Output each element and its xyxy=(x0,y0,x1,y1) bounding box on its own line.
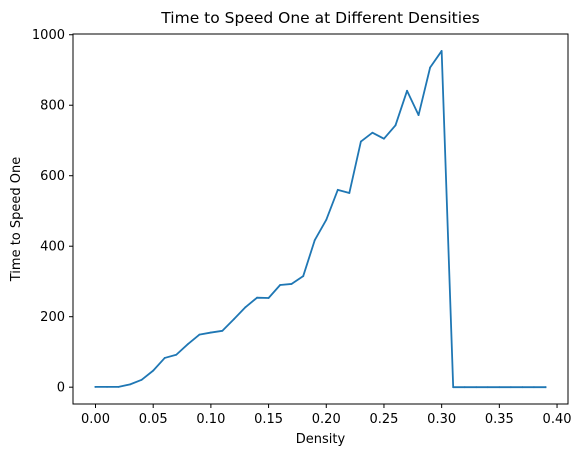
data-point xyxy=(383,137,385,140)
x-tick-label: 0.00 xyxy=(81,412,110,427)
data-point xyxy=(129,383,132,386)
data-point xyxy=(359,140,362,143)
data-point xyxy=(302,275,305,278)
x-tick-label: 0.05 xyxy=(139,412,168,427)
x-tick-label: 0.20 xyxy=(312,412,341,427)
data-point xyxy=(313,239,316,242)
y-tick-label: 0 xyxy=(57,381,65,396)
data-point xyxy=(336,188,339,191)
y-tick-label: 600 xyxy=(40,169,65,184)
data-point xyxy=(440,50,443,52)
x-tick-label: 0.15 xyxy=(254,412,283,427)
y-tick-label: 800 xyxy=(40,99,65,114)
x-tick-label: 0.10 xyxy=(196,412,225,427)
data-point xyxy=(267,297,270,299)
data-point xyxy=(233,318,235,321)
data-point xyxy=(106,385,108,388)
data-point xyxy=(152,369,155,372)
data-point xyxy=(544,386,547,389)
chart-title: Time to Speed One at Different Densities xyxy=(160,9,479,27)
data-point xyxy=(429,66,432,69)
data-point xyxy=(244,306,247,309)
data-point xyxy=(498,386,501,389)
data-point xyxy=(186,343,189,346)
x-tick-label: 0.40 xyxy=(543,412,572,427)
data-point xyxy=(533,386,535,389)
data-point xyxy=(221,329,224,332)
series-line xyxy=(94,50,547,389)
y-tick-label: 400 xyxy=(40,240,65,255)
data-point xyxy=(163,357,166,359)
data-point xyxy=(394,124,397,127)
data-point xyxy=(140,378,143,381)
data-point xyxy=(209,331,212,334)
y-axis-ticks: 0 200 400 600 800 1000 xyxy=(32,28,73,396)
x-tick-label: 0.30 xyxy=(427,412,456,427)
x-axis-ticks: 0.00 0.05 0.10 0.15 0.20 0.25 0.30 0.35 0.40 xyxy=(81,404,572,427)
plot-frame xyxy=(72,33,569,405)
data-point xyxy=(475,386,478,389)
data-point xyxy=(279,284,282,286)
data-point xyxy=(521,386,524,389)
data-point xyxy=(486,386,489,389)
data-point xyxy=(198,333,201,336)
data-point xyxy=(256,296,258,299)
series-layer xyxy=(94,50,547,389)
x-tick-label: 0.35 xyxy=(485,412,514,427)
data-point xyxy=(452,386,455,389)
data-point xyxy=(325,218,328,221)
y-tick-label: 200 xyxy=(40,310,65,325)
data-point xyxy=(417,114,420,116)
y-axis-label: Time to Speed One xyxy=(9,157,24,282)
data-point xyxy=(94,385,97,388)
data-point xyxy=(509,386,512,389)
data-point xyxy=(290,283,293,285)
x-axis-label: Density xyxy=(296,432,346,447)
y-tick-label: 1000 xyxy=(32,28,65,43)
data-point xyxy=(406,89,408,92)
data-point xyxy=(463,386,466,389)
data-point xyxy=(117,385,120,388)
data-point xyxy=(371,131,374,134)
data-point xyxy=(175,353,178,356)
data-point xyxy=(348,192,351,194)
x-tick-label: 0.25 xyxy=(369,412,398,427)
